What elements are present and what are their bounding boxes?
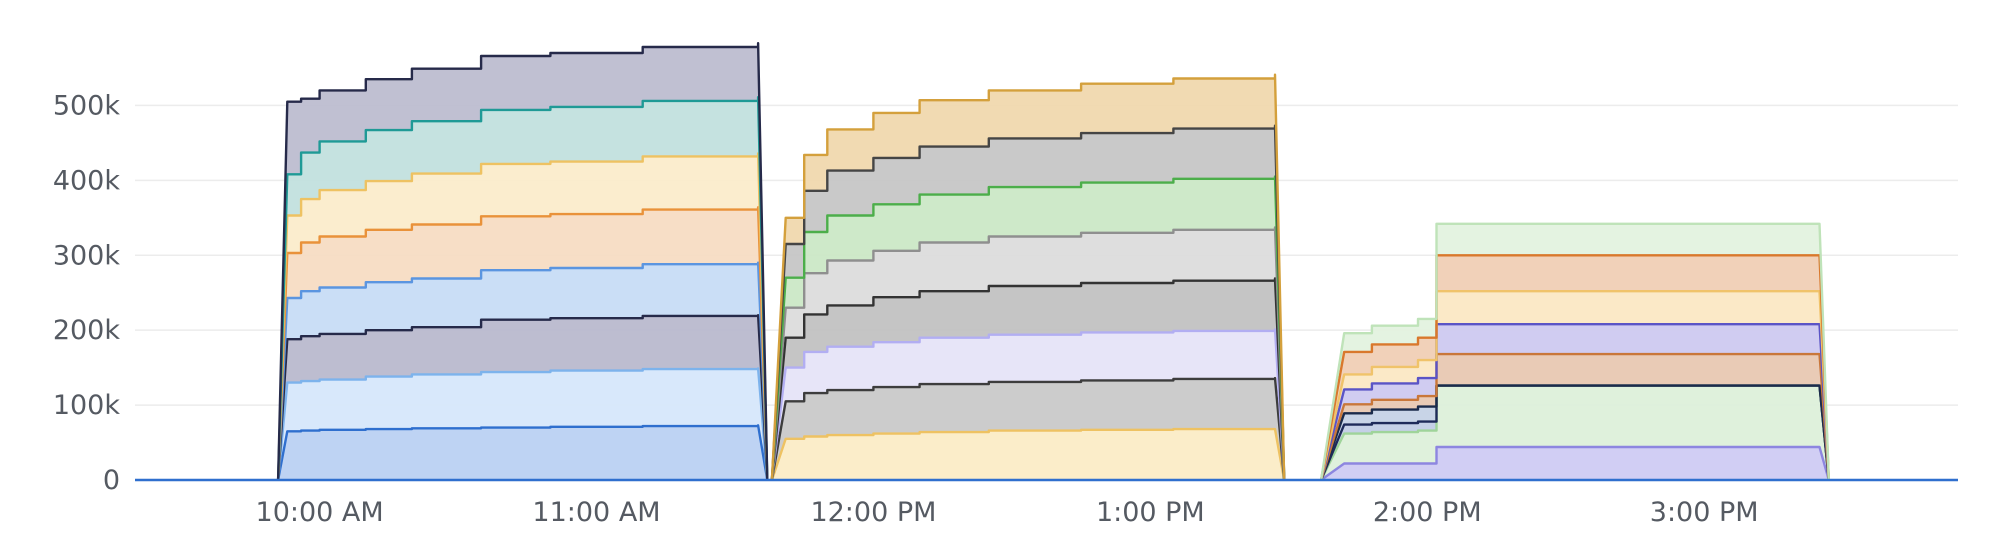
area-band-s1-l2 [771,329,1285,480]
y-tick-label: 0 [103,465,120,496]
x-axis-ticks: 10:00 AM 11:00 AM 12:00 PM 1:00 PM 2:00 PM 3:… [256,497,1759,528]
series-line-s2-l4 [1319,352,1830,481]
series-line-s1-l3 [770,277,1286,481]
series-line-s0-l3 [276,261,769,481]
series-line-s0-l4 [276,206,769,481]
y-tick-label: 100k [53,390,121,421]
area-band-s0-l1 [278,368,768,480]
area-band-s2-l7 [1321,255,1829,480]
area-band-s2-l8 [1321,223,1829,481]
area-band-s0-l7 [278,43,768,480]
y-tick-label: 200k [53,315,121,346]
area-band-s1-l4 [771,227,1285,480]
y-tick-label: 400k [53,165,121,196]
series-line-s0-l2 [276,314,769,481]
area-band-s0-l2 [278,315,768,480]
area-band-s2-l0 [1321,447,1829,480]
x-tick-label: 12:00 PM [810,497,936,528]
area-band-s1-l7 [771,74,1285,480]
area-band-s1-l6 [771,125,1285,480]
series-line-s0-l6 [276,96,769,481]
area-band-s1-l0 [771,429,1285,480]
area-band-s2-l1 [1321,385,1829,480]
series-line-s0-l0 [276,424,769,481]
series-line-s2-l3 [1319,384,1830,481]
x-tick-label: 3:00 PM [1650,497,1759,528]
series-line-s2-l6 [1319,290,1830,481]
x-tick-label: 10:00 AM [256,497,384,528]
area-band-s1-l1 [771,378,1285,480]
area-band-s1-l3 [771,278,1285,480]
series-line-s2-l0 [1320,445,1830,481]
series-line-s2-l8 [1319,222,1830,481]
area-band-s0-l6 [278,97,768,480]
series-lines [276,42,1830,481]
x-tick-label: 11:00 AM [532,497,660,528]
series-line-s1-l7 [770,73,1286,481]
y-tick-label: 300k [53,240,121,271]
y-tick-label: 500k [53,90,121,121]
x-tick-label: 1:00 PM [1096,497,1205,528]
series-line-s0-l7 [276,42,769,481]
series-line-s2-l7 [1319,254,1830,481]
series-line-s1-l1 [770,376,1286,481]
area-band-s0-l0 [278,425,768,480]
series-line-s0-l5 [276,152,769,481]
series-line-s1-l2 [770,328,1286,481]
x-tick-label: 2:00 PM [1373,497,1482,528]
area-band-s2-l5 [1321,324,1829,480]
series-line-s2-l5 [1319,323,1830,481]
series-line-s1-l0 [770,427,1286,481]
area-band-s1-l5 [771,176,1285,480]
area-band-s2-l6 [1321,291,1829,480]
area-band-s0-l3 [278,262,768,480]
series-line-s0-l1 [276,367,769,481]
area-band-s0-l5 [278,153,768,480]
y-axis-ticks: 0 100k 200k 300k 400k 500k [53,90,121,496]
area-band-s0-l4 [278,207,768,481]
